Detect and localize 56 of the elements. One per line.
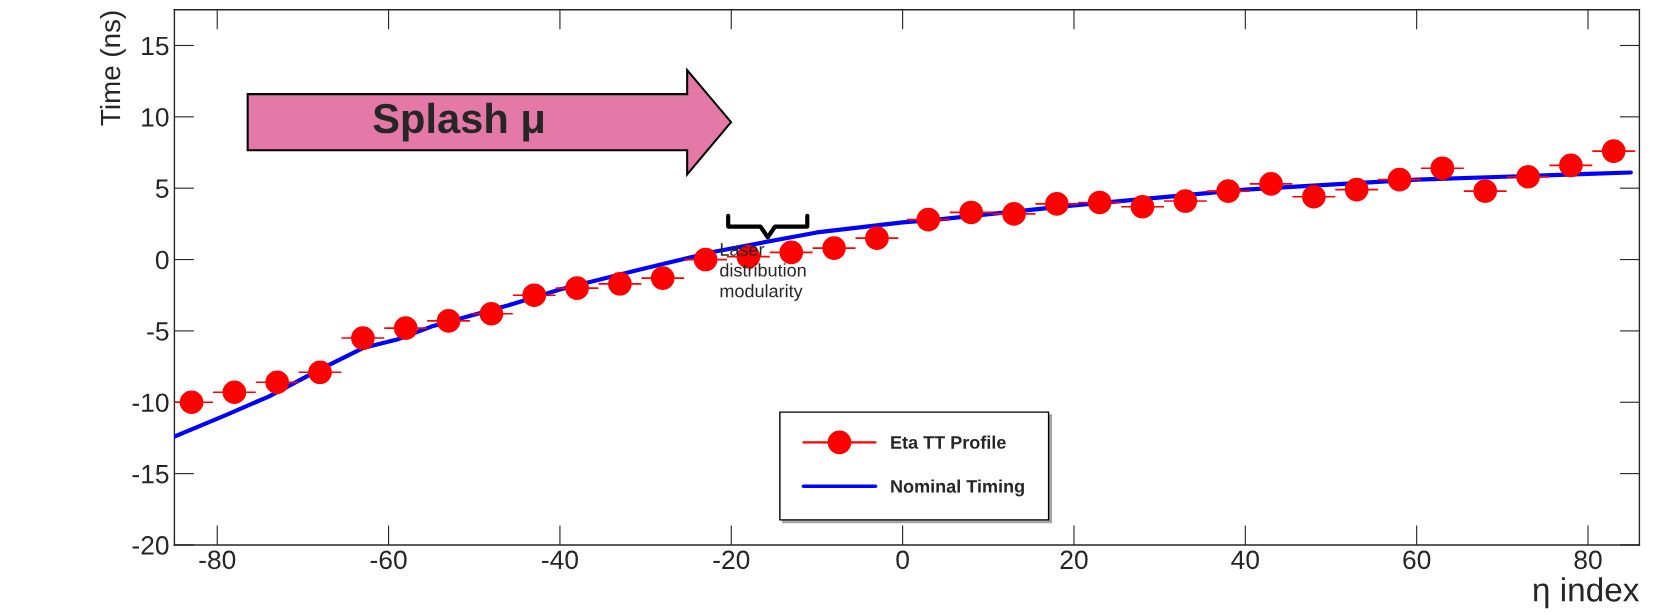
y-tick-label: 10 — [142, 107, 169, 127]
point — [308, 360, 332, 385]
y-axis-title: Time (ns) — [99, 11, 126, 126]
x-tick-label: 0 — [896, 550, 909, 570]
x-tick-label: 40 — [1231, 550, 1259, 570]
y-tick-label: -15 — [132, 465, 169, 484]
point — [522, 283, 547, 308]
point — [916, 207, 941, 232]
point — [1601, 139, 1626, 163]
x-tick-label: -60 — [370, 550, 407, 570]
point — [822, 236, 846, 260]
y-tick-label: -5 — [147, 322, 169, 341]
point — [1473, 179, 1498, 203]
x-tick-label: -40 — [542, 550, 578, 570]
point — [179, 390, 204, 415]
point — [222, 380, 247, 405]
point — [1173, 189, 1198, 213]
x-tick-label: -80 — [199, 550, 236, 570]
x-axis-title: η index — [1533, 577, 1640, 609]
point — [1259, 172, 1283, 196]
point — [693, 247, 718, 272]
point — [1087, 190, 1112, 215]
point — [565, 276, 589, 300]
point — [1387, 167, 1412, 192]
legend-label: Eta TT Profile — [891, 435, 1006, 449]
x-tick-label: 60 — [1403, 550, 1431, 570]
point — [650, 266, 675, 290]
y-tick-label: 15 — [142, 36, 169, 56]
point — [959, 200, 983, 225]
point — [265, 370, 290, 395]
x-tick-label: 20 — [1060, 550, 1088, 570]
point — [1216, 179, 1240, 203]
point — [1130, 194, 1155, 219]
legend-label: Nominal Timing — [891, 479, 1024, 497]
y-tick-label: 0 — [155, 250, 169, 270]
y-tick-label: -20 — [132, 536, 169, 555]
annotation: Splash μ — [373, 102, 544, 142]
x-tick-label: 80 — [1574, 550, 1602, 570]
point — [1344, 177, 1369, 202]
point — [865, 226, 889, 250]
point — [351, 326, 375, 350]
point — [1430, 156, 1455, 181]
x-tick-label: -20 — [713, 550, 750, 570]
point — [1516, 164, 1540, 189]
point — [1559, 153, 1583, 178]
y-tick-label: 5 — [155, 179, 169, 199]
point — [1002, 202, 1026, 226]
point — [608, 271, 632, 296]
y-tick-label: -10 — [132, 393, 169, 413]
annotation: Laser distribution modularity — [720, 243, 806, 301]
point — [393, 316, 418, 340]
point — [779, 240, 804, 265]
point — [436, 309, 461, 333]
point — [1302, 184, 1326, 209]
point — [1045, 192, 1069, 216]
point — [479, 301, 504, 326]
